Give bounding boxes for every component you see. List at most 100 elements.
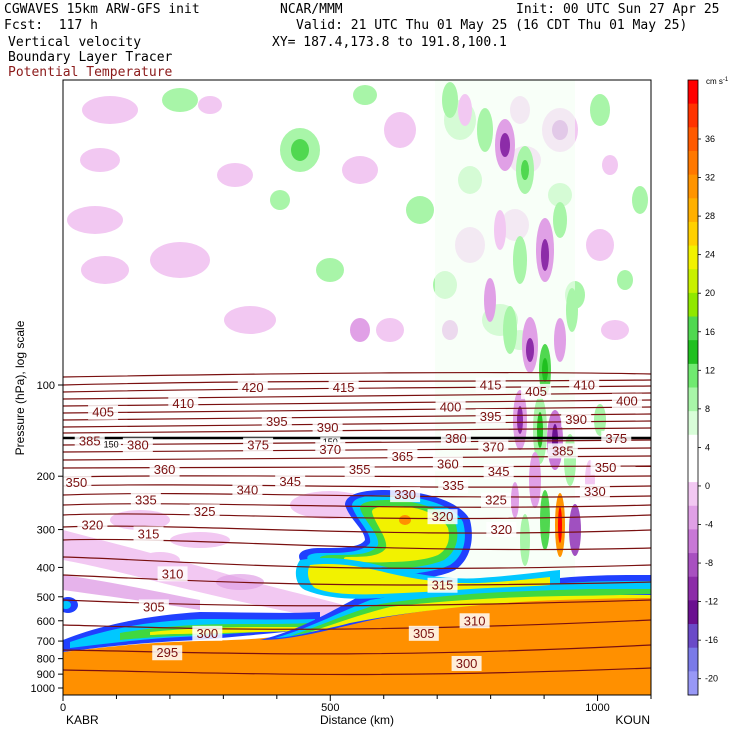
colorbar-label: 4 — [705, 442, 710, 452]
colorbar: 36 32 28 24 20 16 12 8 4 0 -4 -8 -12 -16 -20 — [687, 79, 718, 696]
theta-label-background — [579, 484, 610, 500]
forecast-hour: Fcst: 117 h — [4, 18, 98, 33]
theta-label: 340 — [237, 482, 259, 497]
colorbar-swatch — [688, 671, 698, 696]
theta-label: 415 — [333, 380, 355, 395]
x-tick-label: 500 — [321, 702, 339, 714]
theta-label: 305 — [143, 599, 165, 614]
theta-label: 375 — [605, 431, 627, 446]
x-tick-label: 1000 — [585, 702, 609, 714]
theta-label: 320 — [82, 518, 104, 533]
theta-label: 345 — [488, 464, 510, 479]
colorbar-swatch — [688, 624, 698, 649]
colorbar-swatch — [688, 269, 698, 294]
field-vertical-velocity: Vertical velocity — [8, 35, 142, 50]
theta-label-background — [275, 473, 306, 489]
colorbar-label: -20 — [705, 674, 718, 684]
boundary-layer-tracer — [63, 490, 651, 695]
theta-label-background — [590, 459, 621, 475]
y-tick-label: 900 — [37, 669, 55, 681]
theta-label-background — [344, 461, 375, 477]
theta-label-background — [438, 478, 469, 494]
colorbar-label: 16 — [705, 327, 715, 337]
theta-label: 405 — [92, 405, 114, 420]
theta-label: 355 — [349, 462, 371, 477]
theta-label: 305 — [413, 626, 435, 641]
theta-label-background — [88, 404, 119, 420]
init-time: Init: 00 UTC Sun 27 Apr 25 — [516, 2, 720, 17]
colorbar-label: -8 — [705, 558, 713, 568]
field-potential-temperature: Potential Temperature — [8, 65, 173, 80]
colorbar-swatch — [688, 553, 698, 578]
colorbar-swatch — [688, 387, 698, 412]
theta-label-background — [440, 430, 471, 446]
colorbar-swatch — [688, 482, 698, 507]
theta-label: 415 — [480, 378, 502, 393]
colorbar-label: 36 — [705, 134, 715, 144]
colorbar-label: 20 — [705, 288, 715, 298]
colorbar-swatch — [688, 434, 698, 459]
cross-section-endpoints: XY= 187.4,173.8 to 191.8,100.1 — [272, 35, 507, 50]
colorbar-swatch — [688, 576, 698, 601]
theta-label: 370 — [319, 442, 341, 457]
theta-label: 335 — [442, 478, 464, 493]
theta-label-background — [390, 487, 421, 503]
theta-label: 370 — [482, 439, 504, 454]
x-tick-label: 0 — [60, 702, 66, 714]
theta-label: 295 — [156, 645, 178, 660]
colorbar-frame — [687, 79, 699, 696]
y-tick-label: 600 — [37, 616, 55, 628]
theta-label-background — [232, 482, 263, 498]
colorbar-swatch — [688, 505, 698, 530]
theta-contour-labels: 420 415 415 405 410 405 410 400 400 395 390 395 390 3… — [63, 377, 642, 671]
colorbar-swatch — [688, 529, 698, 554]
colorbar-swatch — [688, 80, 698, 105]
theta-label-background — [475, 377, 506, 393]
theta-label-background — [189, 504, 220, 520]
theta-label: 310 — [162, 566, 184, 581]
colorbar-unit-text: cm s — [706, 77, 723, 86]
theta-label-background — [459, 613, 490, 629]
theta-label-background — [152, 645, 183, 661]
theta-label-background — [435, 399, 466, 415]
theta-label-background — [480, 492, 511, 508]
left-endpoint-label: KABR — [66, 713, 99, 727]
theta-label-background — [432, 456, 463, 472]
theta-label-background — [427, 577, 458, 593]
theta-label-background — [149, 461, 180, 477]
y-axis-label: Pressure (hPa), log scale — [13, 320, 27, 455]
colorbar-swatch — [688, 198, 698, 223]
x-axis: 0 500 1000 — [60, 695, 652, 714]
theta-label-background — [237, 380, 268, 396]
right-endpoint-label: KOUN — [615, 713, 650, 727]
theta-label: 345 — [279, 474, 301, 489]
y-tick-label: 200 — [37, 471, 55, 483]
valid-time: Valid: 21 UTC Thu 01 May 25 (16 CDT Thu … — [296, 18, 688, 33]
theta-label-background — [547, 443, 578, 459]
theta-label-background — [77, 517, 108, 533]
y-tick-label: 300 — [37, 525, 55, 537]
theta-label: 400 — [440, 399, 462, 414]
theta-label-background — [328, 380, 359, 396]
theta-label: 390 — [565, 412, 587, 427]
organization-label: NCAR/MMM — [280, 2, 343, 17]
colorbar-label: -16 — [705, 635, 718, 645]
theta-label: 315 — [432, 578, 454, 593]
theta-label: 385 — [79, 433, 101, 448]
theta-label-background — [101, 439, 122, 451]
theta-label-background — [312, 419, 343, 435]
theta-label: 395 — [480, 409, 502, 424]
plot-frame — [62, 79, 652, 696]
theta-label: 385 — [552, 443, 574, 458]
theta-label-background — [192, 625, 223, 641]
theta-label-background — [521, 383, 552, 399]
colorbar-swatch — [688, 127, 698, 152]
colorbar-swatch — [688, 150, 698, 176]
theta-label-background — [387, 448, 418, 464]
theta-label-background — [261, 414, 292, 430]
colorbar-swatch — [688, 316, 698, 341]
theta-label: 310 — [464, 613, 486, 628]
theta-label: 410 — [172, 396, 194, 411]
theta-label-background — [483, 464, 514, 480]
colorbar-swatch — [688, 411, 698, 436]
